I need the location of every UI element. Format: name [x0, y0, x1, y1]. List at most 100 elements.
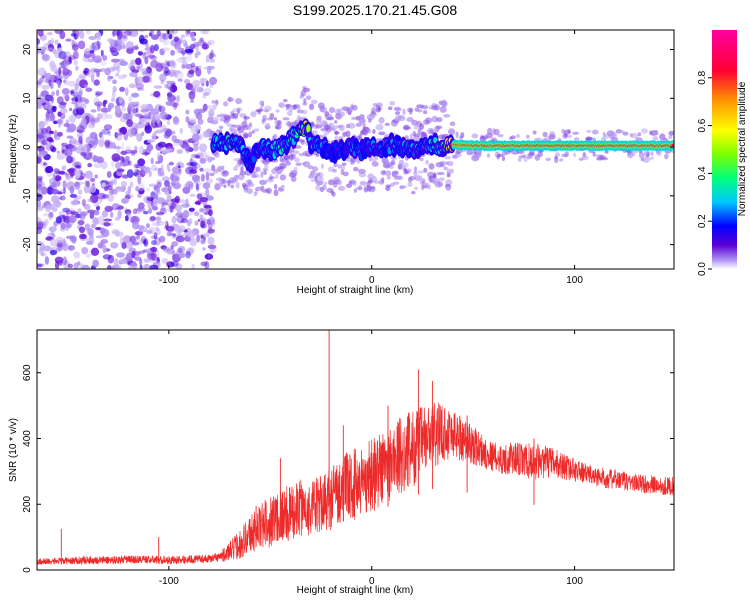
- trace-halo: [232, 177, 239, 182]
- noise-blob: [118, 128, 123, 133]
- noise-blob: [125, 252, 133, 262]
- noise-blob: [37, 221, 45, 227]
- noise-blob: [158, 235, 166, 243]
- noise-blob: [55, 216, 62, 224]
- noise-blob: [103, 99, 108, 105]
- trace-halo: [423, 110, 428, 115]
- noise-blob: [201, 82, 205, 87]
- noise-blob: [107, 75, 112, 82]
- noise-blob: [143, 258, 151, 263]
- noise-blob: [147, 208, 153, 214]
- trace-halo: [259, 179, 267, 185]
- trace-halo: [510, 135, 516, 140]
- trace-halo: [221, 170, 230, 177]
- noise-blob: [170, 30, 174, 34]
- trace-halo: [406, 116, 414, 123]
- noise-blob: [51, 91, 55, 96]
- noise-blob: [184, 42, 188, 49]
- noise-blob: [76, 30, 80, 38]
- noise-blob: [56, 153, 65, 160]
- noise-blob: [141, 167, 148, 176]
- trace-halo: [262, 167, 269, 172]
- trace-halo: [305, 95, 312, 101]
- noise-blob: [147, 250, 152, 260]
- snr-frame: [36, 329, 675, 571]
- noise-blob: [75, 146, 84, 154]
- noise-blob: [43, 252, 47, 257]
- snr-panel: -100 0 100 0 200 400 600 Height of straight l…: [8, 329, 675, 596]
- noise-blob: [162, 33, 170, 40]
- noise-blob: [171, 241, 179, 247]
- noise-blob: [138, 202, 145, 210]
- noise-blob: [159, 207, 167, 214]
- trace-halo: [408, 175, 417, 181]
- trace-halo: [371, 110, 377, 116]
- trace-halo: [564, 151, 569, 158]
- noise-blob: [154, 104, 163, 112]
- trace-halo: [573, 152, 577, 158]
- noise-blob: [164, 191, 170, 196]
- noise-blob: [37, 38, 41, 45]
- trace-halo: [329, 107, 335, 114]
- noise-blob: [114, 264, 120, 269]
- noise-blob: [172, 70, 181, 75]
- noise-blob: [74, 181, 81, 190]
- noise-blob: [83, 48, 91, 55]
- noise-blob: [128, 62, 135, 71]
- noise-blob: [93, 79, 100, 86]
- noise-blob: [45, 142, 53, 151]
- noise-blob: [151, 222, 161, 227]
- noise-blob: [126, 47, 134, 54]
- noise-blob: [147, 54, 156, 59]
- trace-halo: [378, 116, 385, 124]
- trace-halo: [362, 122, 366, 126]
- snr-y-tick-label: 0: [22, 567, 33, 573]
- noise-blob: [174, 226, 183, 234]
- noise-blob: [89, 177, 96, 182]
- noise-blob: [93, 163, 103, 169]
- noise-blob: [76, 132, 84, 139]
- trace-halo: [264, 105, 272, 112]
- noise-blob: [135, 217, 140, 222]
- noise-blob: [176, 149, 184, 154]
- noise-blob: [164, 220, 168, 226]
- noise-blob: [155, 216, 162, 221]
- noise-blob: [155, 220, 165, 226]
- noise-blob: [62, 68, 70, 76]
- noise-blob: [75, 172, 82, 178]
- noise-blob: [116, 65, 121, 74]
- trace-halo: [421, 178, 426, 185]
- noise-blob: [189, 117, 197, 124]
- noise-blob: [132, 221, 140, 230]
- trace-halo: [341, 162, 347, 166]
- noise-blob: [195, 154, 201, 159]
- noise-blob: [77, 219, 85, 226]
- noise-blob: [152, 198, 159, 207]
- noise-blob: [118, 74, 125, 80]
- trace-halo: [650, 151, 654, 156]
- trace-halo: [586, 137, 594, 141]
- noise-blob: [164, 180, 170, 188]
- trace-halo: [572, 131, 579, 135]
- noise-blob: [60, 108, 68, 114]
- noise-blob: [116, 172, 121, 176]
- noise-blob: [150, 55, 158, 61]
- trace-halo: [501, 156, 506, 162]
- trace-halo: [407, 182, 413, 187]
- noise-blob: [122, 113, 130, 120]
- trace-halo: [283, 99, 288, 103]
- noise-blob: [37, 67, 46, 77]
- trace-halo: [622, 131, 629, 136]
- trace-halo: [289, 105, 293, 113]
- noise-blob: [137, 182, 145, 192]
- noise-blob: [92, 259, 99, 268]
- noise-blob: [144, 125, 152, 134]
- trace-halo: [223, 184, 227, 188]
- trace-halo: [260, 171, 264, 178]
- trace-halo: [534, 137, 542, 142]
- trace-halo: [359, 114, 365, 120]
- trace-halo: [221, 165, 225, 171]
- noise-blob: [206, 105, 213, 110]
- noise-blob: [192, 133, 200, 142]
- noise-blob: [173, 175, 180, 185]
